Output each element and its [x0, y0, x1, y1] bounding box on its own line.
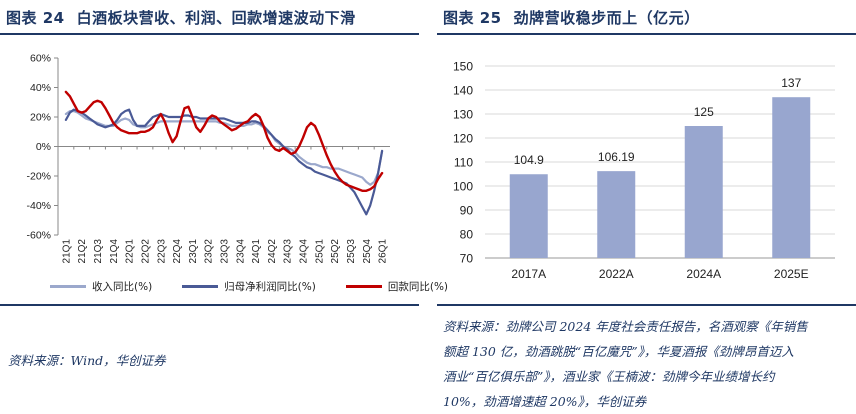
- x-tick-label: 24Q1: [251, 239, 262, 264]
- y-tick-label: 100: [453, 180, 473, 194]
- legend-item-collections: 回款同比(%): [345, 279, 449, 294]
- legend-swatch-revenue: [50, 285, 86, 288]
- bar-data-label: 104.9: [514, 153, 544, 167]
- bar-chart-tick-labels: 150 140 130 120 110 100 90 80 70 2017A 2022A 2024A 2…: [453, 60, 809, 282]
- x-tick-label: 25Q2: [330, 239, 341, 264]
- x-tick-label: 24Q2: [267, 239, 278, 264]
- x-tick-label: 21Q3: [93, 239, 104, 264]
- y-tick-label: 40%: [30, 82, 51, 94]
- x-tick-label: 24Q4: [299, 239, 310, 264]
- x-tick-label: 2017A: [511, 267, 546, 281]
- legend-label-revenue: 收入同比(%): [92, 281, 153, 293]
- y-tick-label: 70: [460, 252, 474, 266]
- x-tick-label: 26Q1: [378, 239, 389, 264]
- legend-label-collections: 回款同比(%): [387, 281, 449, 293]
- y-tick-label: 150: [453, 60, 473, 74]
- bar-data-label: 106.19: [598, 150, 635, 164]
- y-tick-label: 140: [453, 84, 473, 98]
- y-tick-label: 60%: [30, 53, 51, 65]
- bar: [509, 174, 548, 258]
- line-chart-legend: 收入同比(%) 归母净利润同比(%) 回款同比(%): [50, 279, 478, 294]
- y-tick-label: 90: [460, 204, 474, 218]
- x-tick-label: 25Q1: [314, 239, 325, 264]
- left-title-rule: [0, 33, 419, 35]
- right-bottom-rule: [437, 304, 856, 306]
- right-figure-title: 图表 25 劲牌营收稳步而上（亿元）: [443, 7, 700, 28]
- right-source-note: 资料来源：劲牌公司 2024 年度社会责任报告，名酒观察《年销售 额超 130 …: [443, 314, 808, 414]
- bar-data-label: 137: [781, 76, 801, 90]
- bar: [772, 97, 811, 258]
- legend-item-revenue: 收入同比(%): [50, 279, 152, 294]
- right-source-line: 酒业“百亿俱乐部”》，酒业家《王楠波：劲牌今年业绩增长约: [443, 369, 775, 384]
- x-tick-label: 21Q2: [77, 239, 88, 264]
- x-tick-label: 2025E: [774, 267, 809, 281]
- bar-data-label: 125: [694, 105, 714, 119]
- right-source-line: 额超 130 亿，劲酒跳脱“百亿魔咒”》，华夏酒报《劲牌昂首迈入: [443, 344, 794, 359]
- legend-item-net-profit: 归母净利润同比(%): [182, 279, 316, 294]
- y-tick-label: -40%: [26, 200, 51, 212]
- left-bottom-rule: [0, 304, 419, 306]
- y-tick-label: 130: [453, 108, 473, 122]
- x-tick-label: 25Q3: [346, 239, 357, 264]
- bar-chart-bars: 104.9 106.19 125 137: [509, 76, 811, 258]
- right-source-line: 资料来源：劲牌公司 2024 年度社会责任报告，名酒观察《年销售: [443, 319, 808, 334]
- x-tick-label: 22Q2: [140, 239, 151, 264]
- left-figure-number: 图表 24: [6, 9, 65, 27]
- x-tick-label: 24Q3: [283, 239, 294, 264]
- line-chart-series: [64, 90, 384, 216]
- legend-label-net-profit: 归母净利润同比(%): [224, 281, 316, 293]
- x-tick-label: 23Q2: [204, 239, 215, 264]
- x-tick-label: 2022A: [599, 267, 634, 281]
- y-tick-label: -20%: [26, 171, 51, 183]
- right-figure-panel: 图表 25 劲牌营收稳步而上（亿元） 150 140 130 120 110 100 90 80…: [437, 0, 856, 414]
- x-tick-label: 25Q4: [362, 239, 373, 264]
- y-tick-label: 120: [453, 132, 473, 146]
- legend-swatch-collections: [345, 285, 382, 288]
- y-tick-label: 0%: [36, 141, 51, 153]
- x-tick-label: 22Q4: [172, 239, 183, 264]
- right-figure-number: 图表 25: [443, 9, 502, 27]
- left-figure-title: 图表 24 白酒板块营收、利润、回款增速波动下滑: [6, 7, 356, 28]
- x-tick-label: 21Q4: [109, 239, 120, 264]
- left-figure-title-text: 白酒板块营收、利润、回款增速波动下滑: [76, 9, 356, 27]
- x-tick-label: 23Q3: [220, 239, 231, 264]
- y-tick-label: 80: [460, 228, 474, 242]
- y-tick-label: -60%: [26, 230, 51, 242]
- bar-chart: 150 140 130 120 110 100 90 80 70 2017A 2022A 2024A 2…: [453, 60, 835, 282]
- left-figure-panel: 图表 24 白酒板块营收、利润、回款增速波动下滑 60% 40% 20% 0% -20% -…: [0, 0, 448, 414]
- x-tick-label: 23Q1: [188, 239, 199, 264]
- series-line-collections: [64, 90, 384, 193]
- left-source-note: 资料来源：Wind，华创证券: [8, 353, 166, 368]
- right-source-line: 10%，劲酒增速超 20%》，华创证券: [443, 394, 647, 409]
- line-chart-axes: [54, 57, 390, 236]
- series-line-net-profit: [64, 108, 384, 216]
- x-tick-label: 2024A: [686, 267, 721, 281]
- x-tick-label: 22Q1: [125, 239, 136, 264]
- right-title-rule: [437, 33, 856, 35]
- line-chart: 60% 40% 20% 0% -20% -40% -60% 21Q1 21Q2 21Q3 21Q4 2…: [26, 53, 390, 264]
- x-tick-label: 23Q4: [235, 239, 246, 264]
- bar: [597, 171, 636, 258]
- line-chart-tick-labels: 60% 40% 20% 0% -20% -40% -60% 21Q1 21Q2 21Q3 21Q4 2…: [26, 53, 388, 264]
- x-tick-label: 21Q1: [61, 239, 72, 264]
- bar: [684, 126, 723, 258]
- right-figure-title-text: 劲牌营收稳步而上（亿元）: [513, 9, 700, 27]
- x-tick-label: 22Q3: [156, 239, 167, 264]
- legend-swatch-net-profit: [182, 285, 219, 288]
- y-tick-label: 20%: [30, 112, 51, 124]
- y-tick-label: 110: [454, 156, 473, 170]
